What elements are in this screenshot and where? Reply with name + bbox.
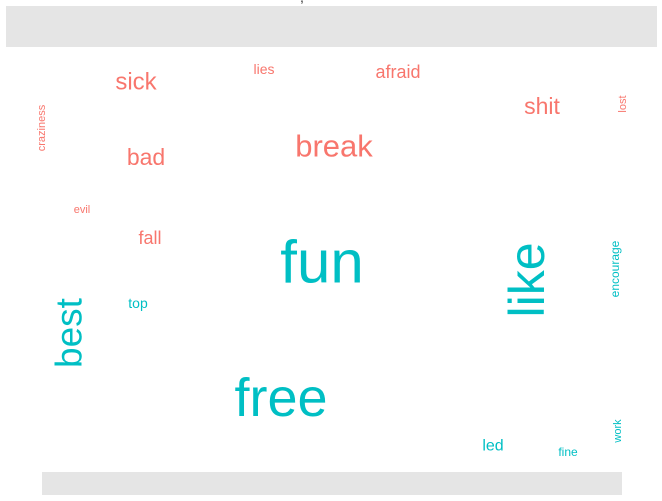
- clipped-title-glyph: ,: [300, 0, 310, 4]
- bottom-footer-panel: [42, 472, 622, 495]
- word-bad: bad: [127, 144, 165, 170]
- word-led: led: [482, 438, 503, 455]
- word-encourage: encourage: [608, 240, 622, 297]
- word-lies: lies: [253, 61, 274, 77]
- word-shit: shit: [524, 93, 560, 119]
- word-top: top: [128, 295, 148, 311]
- word-sick: sick: [115, 69, 157, 96]
- word-free: free: [234, 368, 327, 428]
- word-like: like: [499, 242, 555, 317]
- word-lost: lost: [617, 95, 629, 112]
- word-fun: fun: [280, 229, 363, 296]
- word-craziness: craziness: [36, 104, 48, 151]
- word-afraid: afraid: [375, 62, 420, 82]
- word-work: work: [612, 419, 624, 444]
- word-fall: fall: [138, 228, 161, 248]
- word-break: break: [295, 129, 373, 164]
- word-best: best: [49, 297, 90, 368]
- word-evil: evil: [74, 204, 91, 216]
- top-header-panel: [6, 6, 657, 47]
- word-fine: fine: [558, 445, 578, 459]
